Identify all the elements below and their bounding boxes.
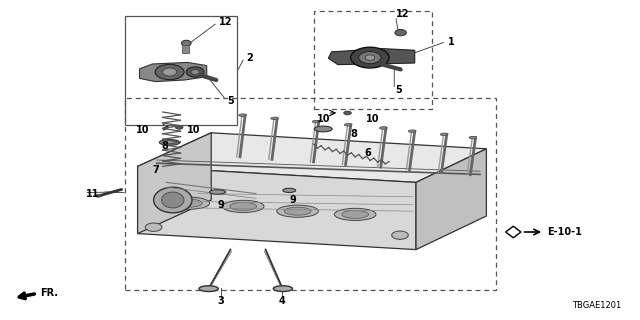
Text: TBGAE1201: TBGAE1201 xyxy=(572,301,621,310)
Bar xyxy=(314,11,432,109)
Ellipse shape xyxy=(342,211,369,218)
Text: 3: 3 xyxy=(218,296,225,307)
Polygon shape xyxy=(138,166,416,250)
Ellipse shape xyxy=(186,67,204,77)
Bar xyxy=(125,16,237,125)
Bar xyxy=(182,45,189,53)
Circle shape xyxy=(175,125,183,129)
Ellipse shape xyxy=(154,187,192,213)
Ellipse shape xyxy=(277,205,319,217)
Text: 2: 2 xyxy=(246,52,253,63)
Circle shape xyxy=(392,231,408,239)
Text: 12: 12 xyxy=(219,17,232,28)
Ellipse shape xyxy=(312,120,320,123)
Text: 7: 7 xyxy=(152,164,159,175)
Polygon shape xyxy=(416,149,486,250)
Ellipse shape xyxy=(223,200,264,212)
Text: 10: 10 xyxy=(187,124,200,135)
Ellipse shape xyxy=(273,286,292,292)
Ellipse shape xyxy=(191,69,200,75)
Polygon shape xyxy=(506,226,521,238)
Text: 8: 8 xyxy=(351,129,358,139)
Ellipse shape xyxy=(155,64,184,80)
Ellipse shape xyxy=(283,188,296,192)
Text: FR.: FR. xyxy=(40,288,58,299)
Ellipse shape xyxy=(344,124,352,126)
Ellipse shape xyxy=(168,197,210,209)
Ellipse shape xyxy=(314,126,332,132)
Polygon shape xyxy=(328,49,415,65)
Ellipse shape xyxy=(469,136,477,139)
Ellipse shape xyxy=(163,68,177,76)
Text: 9: 9 xyxy=(218,200,225,210)
Text: 5: 5 xyxy=(396,85,403,95)
Text: E-10-1: E-10-1 xyxy=(547,227,582,237)
Text: 12: 12 xyxy=(396,9,409,20)
Ellipse shape xyxy=(182,40,191,46)
Circle shape xyxy=(145,223,162,231)
Bar xyxy=(125,98,496,290)
Text: 1: 1 xyxy=(448,36,455,47)
Text: 8: 8 xyxy=(161,140,168,151)
Ellipse shape xyxy=(230,202,257,211)
Text: 9: 9 xyxy=(289,195,296,205)
Ellipse shape xyxy=(162,192,184,208)
Ellipse shape xyxy=(365,55,375,60)
Text: 10: 10 xyxy=(136,124,149,135)
Text: 5: 5 xyxy=(227,96,234,106)
Ellipse shape xyxy=(395,29,406,36)
Ellipse shape xyxy=(358,52,381,64)
Polygon shape xyxy=(138,133,211,234)
Polygon shape xyxy=(140,62,207,82)
Polygon shape xyxy=(138,133,486,182)
Text: 10: 10 xyxy=(317,114,330,124)
Ellipse shape xyxy=(271,117,278,120)
Ellipse shape xyxy=(159,140,180,145)
Ellipse shape xyxy=(408,130,416,132)
Text: 6: 6 xyxy=(365,148,372,158)
Ellipse shape xyxy=(164,141,175,144)
Ellipse shape xyxy=(351,47,389,68)
Ellipse shape xyxy=(284,207,311,215)
Ellipse shape xyxy=(440,133,448,136)
Ellipse shape xyxy=(199,286,218,292)
Ellipse shape xyxy=(380,127,387,129)
Ellipse shape xyxy=(95,195,102,197)
Text: 11: 11 xyxy=(86,188,100,199)
Ellipse shape xyxy=(239,114,246,116)
Ellipse shape xyxy=(175,199,202,207)
Text: 10: 10 xyxy=(366,114,380,124)
Text: 4: 4 xyxy=(278,296,285,306)
Ellipse shape xyxy=(210,190,226,194)
Circle shape xyxy=(344,111,351,115)
Ellipse shape xyxy=(335,208,376,220)
